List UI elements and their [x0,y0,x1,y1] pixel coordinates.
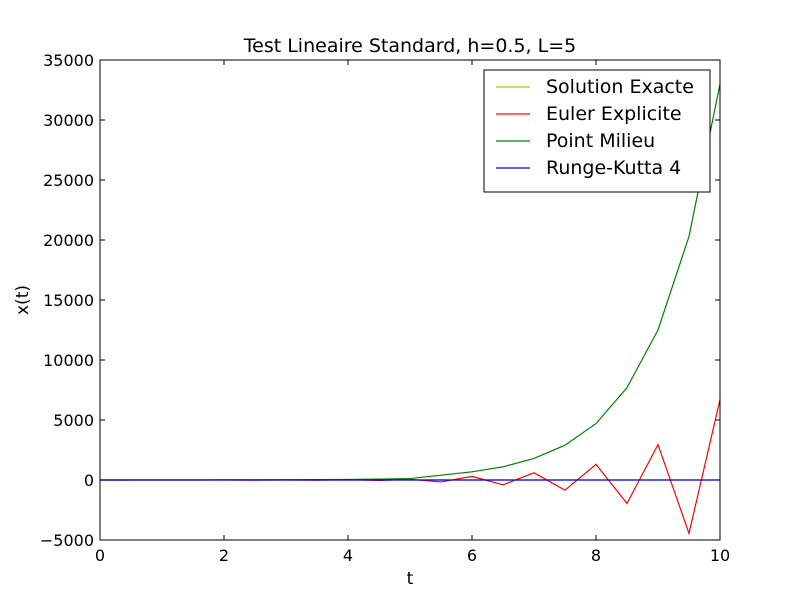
x-tick-label: 10 [710,546,730,565]
legend: Solution Exacte Euler Explicite Point Mili… [483,69,711,193]
x-tick-label: 4 [343,546,353,565]
y-tick-label: 0 [84,471,94,490]
y-tick-label: 15000 [43,291,94,310]
legend-entry: Point Milieu [546,130,655,152]
legend-entry: Solution Exacte [546,76,694,98]
x-axis-label: t [407,569,414,589]
plot-area [99,83,721,536]
y-tick-label: 5000 [53,411,94,430]
y-tick-label: 10000 [43,351,94,370]
x-tick-label: 0 [95,546,105,565]
legend-box [483,69,711,193]
y-axis-label: x(t) [13,285,33,315]
y-tick-label: 20000 [43,231,94,250]
axes-frame [99,59,721,541]
y-tick-label: 30000 [43,111,94,130]
ticks: 0 2 4 6 8 10−50000500010000150002000025000300… [40,51,730,565]
y-tick-label: 35000 [43,51,94,70]
x-tick-label: 2 [219,546,229,565]
y-tick-label: −5000 [40,531,94,550]
chart-title: Test Lineaire Standard, h=0.5, L=5 [243,35,576,57]
x-tick-label: 6 [467,546,477,565]
legend-entry: Euler Explicite [546,103,682,125]
y-tick-label: 25000 [43,171,94,190]
x-tick-label: 8 [591,546,601,565]
legend-entry: Runge-Kutta 4 [546,157,681,179]
